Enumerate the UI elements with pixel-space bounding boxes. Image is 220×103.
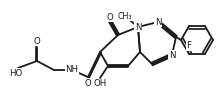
- Text: N: N: [135, 22, 141, 32]
- Text: HO: HO: [9, 68, 23, 77]
- Text: OH: OH: [93, 80, 107, 88]
- Text: O: O: [34, 36, 40, 46]
- Text: N: N: [169, 50, 175, 60]
- Text: CH₃: CH₃: [118, 12, 132, 20]
- Text: NH: NH: [66, 66, 79, 74]
- Text: O: O: [107, 12, 113, 22]
- Text: F: F: [187, 41, 191, 50]
- Text: N: N: [155, 18, 161, 26]
- Text: O: O: [85, 78, 91, 88]
